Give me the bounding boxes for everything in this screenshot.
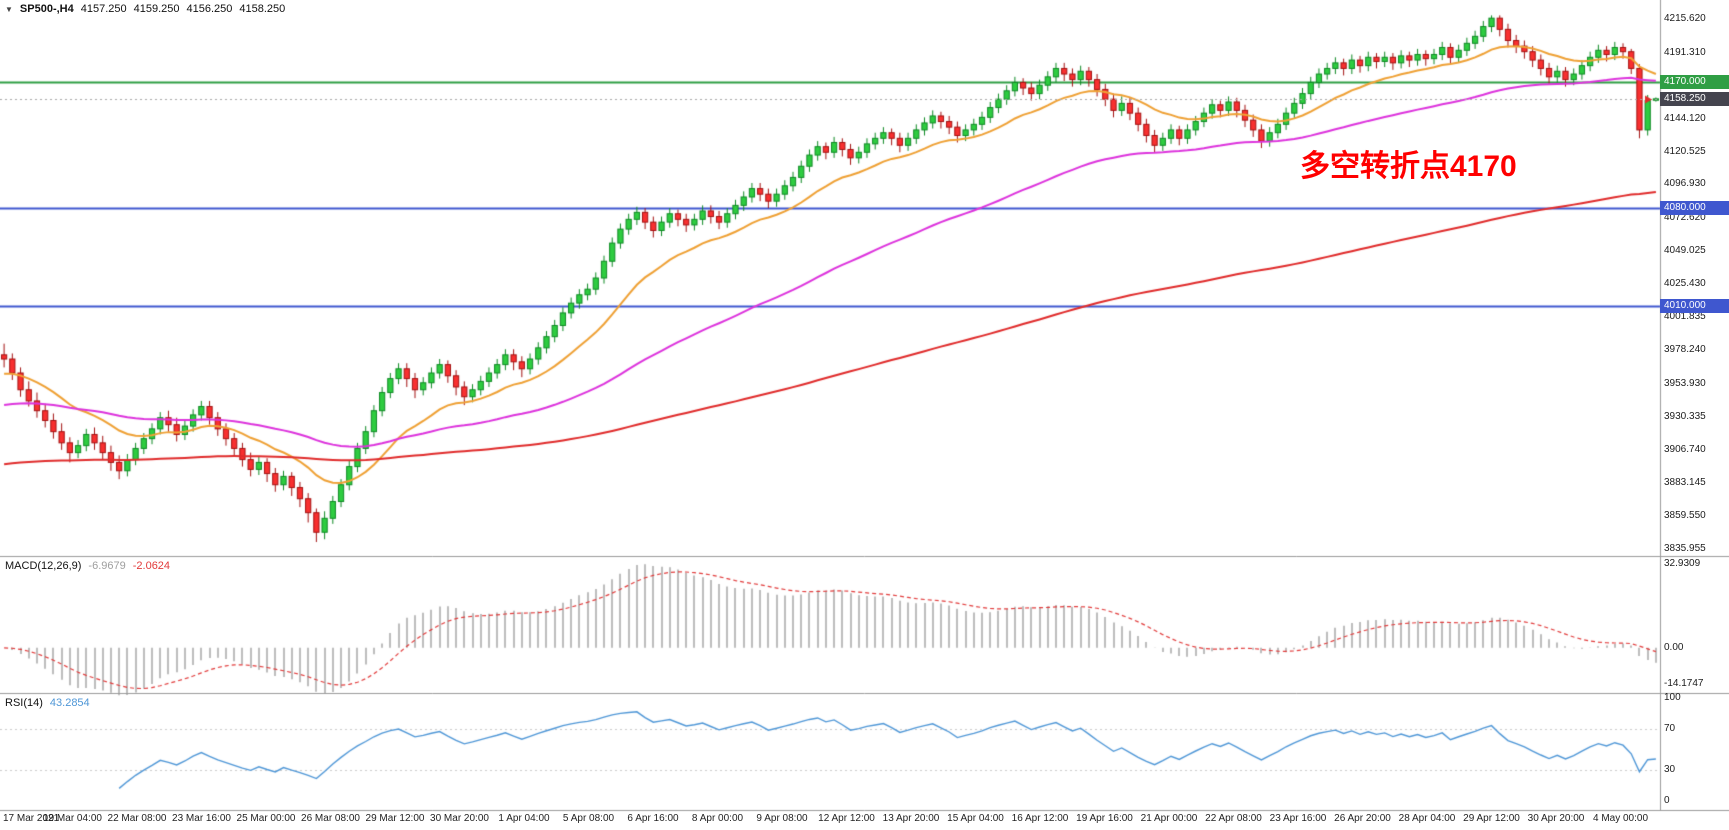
time-axis-label: 23 Mar 16:00 [172, 813, 231, 824]
ohlc-close: 4158.250 [239, 3, 286, 15]
time-axis-label: 23 Apr 16:00 [1269, 813, 1327, 824]
time-axis-label: 29 Apr 12:00 [1463, 813, 1520, 824]
price-badge-4080.000: 4080.000 [1660, 201, 1729, 216]
price-axis-label: 4025.430 [1664, 278, 1706, 290]
macd-axis-label: 32.9309 [1664, 557, 1701, 569]
price-axis-label: 4120.525 [1664, 145, 1706, 157]
price-axis-label: 3978.240 [1664, 344, 1706, 356]
time-axis-label: 6 Apr 16:00 [627, 813, 679, 824]
macd-signal-value: -2.0624 [132, 560, 171, 572]
price-badge-4010.000: 4010.000 [1660, 298, 1729, 313]
time-axis-label: 1 Apr 04:00 [498, 813, 550, 824]
time-axis-label: 9 Apr 08:00 [756, 813, 808, 824]
price-axis-label: 4096.930 [1664, 178, 1706, 190]
price-badge-4170.000: 4170.000 [1660, 75, 1729, 90]
macd-axis-label: 0.00 [1664, 641, 1684, 653]
ohlc-high: 4159.250 [133, 3, 180, 15]
price-annotation: 多空转折点4170 [1300, 150, 1517, 183]
rsi-label: RSI(14) [5, 697, 43, 709]
time-axis-label: 22 Mar 08:00 [107, 813, 167, 824]
rsi-axis-label: 100 [1664, 692, 1681, 703]
price-axis-label: 3883.145 [1664, 477, 1706, 489]
rsi-header: RSI(14) 43.2854 [5, 697, 90, 709]
time-axis-label: 8 Apr 00:00 [691, 813, 744, 824]
price-axis-label: 3835.955 [1664, 543, 1706, 555]
time-axis-label: 22 Apr 08:00 [1205, 813, 1262, 824]
rsi-axis-label: 0 [1664, 795, 1670, 806]
ohlc-open: 4157.250 [80, 3, 127, 15]
time-axis-label: 26 Apr 20:00 [1334, 813, 1391, 824]
price-axis-label: 4049.025 [1664, 245, 1706, 257]
macd-main-value: -6.9679 [88, 560, 126, 572]
time-axis-label: 28 Apr 04:00 [1398, 813, 1456, 824]
rsi-axis-label: 30 [1664, 764, 1676, 776]
price-axis-label: 4001.835 [1664, 311, 1706, 323]
time-axis-label: 25 Mar 00:00 [236, 813, 296, 824]
collapse-chart-icon[interactable]: ▼ [5, 4, 13, 14]
price-badge-4158.250: 4158.250 [1660, 91, 1729, 106]
macd-axis-label: -14.1747 [1664, 678, 1704, 689]
symbol-header: ▼ SP500-,H4 4157.250 4159.250 4156.250 4… [5, 3, 285, 15]
time-axis-label: 29 Mar 12:00 [365, 813, 425, 824]
time-axis-label: 15 Apr 04:00 [947, 813, 1004, 824]
time-axis-label: 30 Mar 20:00 [430, 813, 489, 824]
time-axis-label: 12 Apr 12:00 [818, 813, 875, 824]
price-axis-label: 4191.310 [1664, 46, 1706, 58]
time-axis-label: 30 Apr 20:00 [1527, 813, 1585, 824]
price-axis-label: 4144.120 [1664, 112, 1706, 124]
time-axis-label: 16 Apr 12:00 [1011, 813, 1069, 824]
rsi-axis-label: 70 [1664, 722, 1676, 734]
price-axis-label: 3953.930 [1664, 378, 1706, 390]
time-axis-label: 26 Mar 08:00 [301, 813, 360, 824]
time-axis-label: 21 Apr 00:00 [1140, 813, 1198, 824]
rsi-value: 43.2854 [49, 697, 90, 709]
price-axis-label: 4072.620 [1664, 212, 1706, 224]
symbol-timeframe-label: SP500-,H4 [19, 3, 74, 15]
time-axis-label: 19 Mar 04:00 [43, 813, 102, 824]
price-axis-label: 4215.620 [1664, 12, 1706, 24]
price-axis-label: 3859.550 [1664, 510, 1706, 522]
ohlc-low: 4156.250 [186, 3, 233, 15]
price-axis-label: 3906.740 [1664, 444, 1706, 456]
time-axis-label: 19 Apr 16:00 [1076, 813, 1133, 824]
time-axis-label: 5 Apr 08:00 [562, 813, 615, 824]
time-axis-label: 4 May 00:00 [1592, 813, 1649, 824]
macd-header: MACD(12,26,9) -6.9679 -2.0624 [5, 560, 170, 572]
time-axis-label: 17 Mar 2021 [3, 813, 60, 824]
macd-label: MACD(12,26,9) [5, 560, 82, 572]
time-axis-label: 13 Apr 20:00 [882, 813, 940, 824]
time-axis[interactable]: 17 Mar 2021 19 Mar 04:00 22 Mar 08:00 23 Ma… [0, 810, 1729, 830]
price-axis-label: 3930.335 [1664, 411, 1706, 423]
price-axis[interactable]: 4215.620 4191.310 4144.120 4120.525 4096.930… [1660, 0, 1729, 810]
